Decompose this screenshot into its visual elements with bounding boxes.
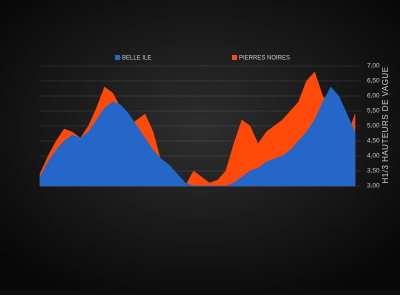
y-tick-label: 6,00 [367,93,380,100]
legend: BELLE ILE PIERRES NOIRES [115,55,290,62]
y-axis-title: H1/3 HAUTEURS DE VAGUE [381,66,390,183]
legend-swatch [232,55,237,60]
area [39,86,356,187]
plot-area [39,71,356,187]
y-tick-label: 4,50 [367,138,380,145]
y-tick-label: 3,50 [367,168,380,175]
legend-swatch [115,55,120,60]
y-tick-label: 3,00 [367,183,380,190]
legend-label: PIERRES NOIRES [239,56,290,62]
y-tick-label: 5,00 [367,123,380,130]
legend-label: BELLE ILE [122,56,151,62]
y-tick-label: 5,50 [367,108,380,115]
y-tick-label: 6,50 [367,78,380,85]
y-tick-label: 4,00 [367,153,380,160]
y-tick-label: 7,00 [367,63,380,70]
